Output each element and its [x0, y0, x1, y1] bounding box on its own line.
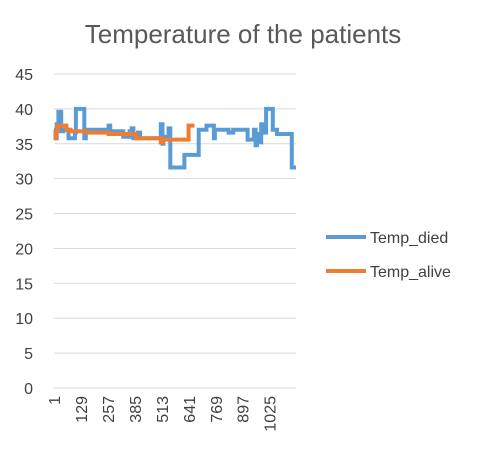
- y-tick-label: 40: [15, 102, 33, 119]
- series-lines: [53, 106, 296, 170]
- y-tick-label: 35: [15, 137, 33, 154]
- series-line-temp-alive: [53, 123, 195, 145]
- gridlines: [54, 73, 296, 389]
- x-tick-label: 769: [209, 396, 226, 423]
- x-tick-label: 1025: [263, 396, 280, 432]
- y-tick-label: 25: [15, 207, 33, 224]
- y-tick-label: 5: [24, 346, 33, 363]
- x-tick-label: 1: [47, 396, 64, 405]
- x-tick-label: 897: [236, 396, 253, 423]
- x-axis-ticks: 1 129 257 385 513 641 769 897 1025: [47, 396, 280, 432]
- legend-label: Temp_died: [370, 230, 448, 247]
- x-tick-label: 257: [101, 396, 118, 423]
- x-tick-label: 385: [128, 396, 145, 423]
- y-tick-label: 30: [15, 172, 33, 189]
- y-tick-label: 0: [24, 381, 33, 398]
- legend-label: Temp_alive: [370, 264, 451, 281]
- x-tick-label: 513: [155, 396, 172, 423]
- x-tick-label: 641: [182, 396, 199, 423]
- y-tick-label: 15: [15, 276, 33, 293]
- legend: Temp_died Temp_alive: [326, 230, 451, 281]
- y-axis-ticks: 0 5 10 15 20 25 30 35 40 45: [15, 67, 33, 398]
- x-tick-label: 129: [74, 396, 91, 423]
- y-tick-label: 45: [15, 67, 33, 84]
- chart-title: Temperature of the patients: [85, 19, 402, 49]
- y-tick-label: 10: [15, 311, 33, 328]
- y-tick-label: 20: [15, 241, 33, 258]
